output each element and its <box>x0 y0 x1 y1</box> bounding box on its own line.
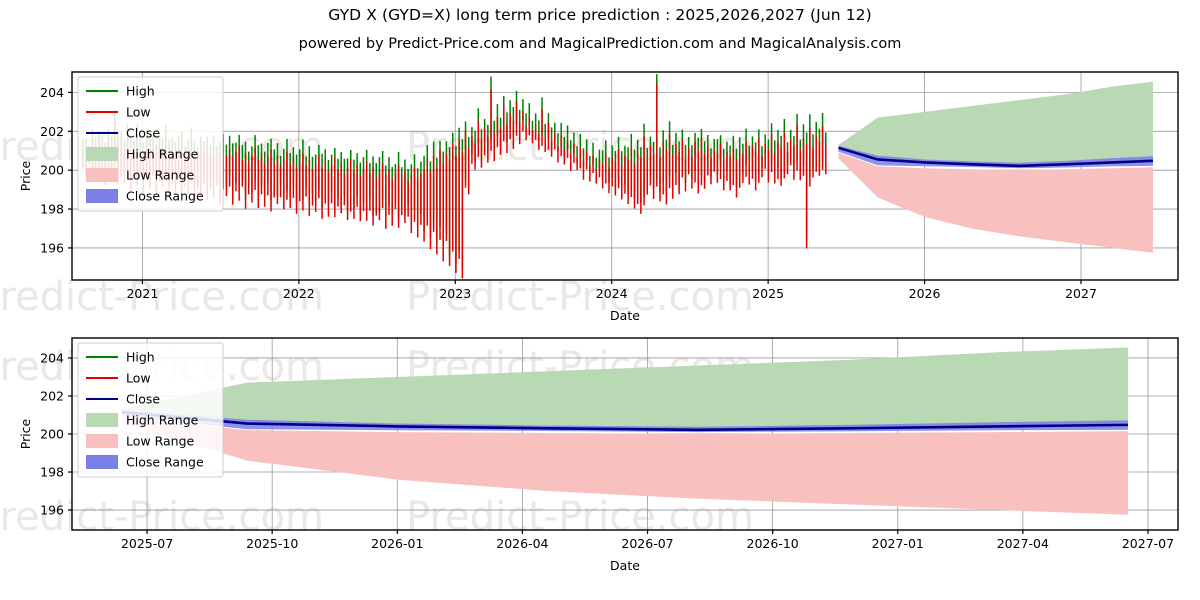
page-subtitle: powered by Predict-Price.com and Magical… <box>298 36 902 52</box>
y-tick-label: 202 <box>40 388 64 403</box>
legend-item-label: Close Range <box>126 189 204 204</box>
page-title: GYD X (GYD=X) long term price prediction… <box>328 6 872 24</box>
low-range-band <box>838 152 1153 253</box>
title-block: GYD X (GYD=X) long term price prediction… <box>0 0 1200 58</box>
x-tick-label: 2026-04 <box>496 536 548 551</box>
y-tick-label: 204 <box>40 350 64 365</box>
x-tick-label: 2027-04 <box>997 536 1049 551</box>
watermark-text: Predict-Price.com <box>406 274 754 320</box>
data-layer <box>121 347 1128 515</box>
y-axis-label: Price <box>18 160 33 191</box>
x-tick-label: 2026-01 <box>371 536 423 551</box>
close-series-line <box>838 146 1154 168</box>
data-layer <box>83 74 1154 278</box>
x-tick-label: 2027 <box>1065 286 1097 301</box>
watermark-text: Predict-Price.com <box>0 494 324 540</box>
legend-patch-swatch <box>86 434 118 448</box>
x-tick-label: 2024 <box>596 286 628 301</box>
x-axis-label: Date <box>610 558 640 573</box>
x-tick-label: 2025 <box>752 286 784 301</box>
legend-patch-swatch <box>86 147 118 161</box>
x-tick-label: 2023 <box>439 286 471 301</box>
y-tick-label: 198 <box>40 465 64 480</box>
legend-item-label: Low <box>126 105 151 120</box>
legend-patch-swatch <box>86 168 118 182</box>
legend-item-label: Close Range <box>126 455 204 470</box>
x-tick-label: 2027-07 <box>1122 536 1174 551</box>
chart-legend: High Low Close High Range Low Range Close Ran… <box>77 342 224 478</box>
x-tick-label: 2026-10 <box>747 536 799 551</box>
legend-item-label: High <box>126 84 155 99</box>
legend-patch-swatch <box>86 189 118 203</box>
y-tick-label: 204 <box>40 85 64 100</box>
watermark-text: Predict-Price.com <box>0 274 324 320</box>
watermark-text: Predict-Price.com <box>406 494 754 540</box>
legend-item-label: Low Range <box>126 434 195 449</box>
legend-item-label: High <box>126 350 155 365</box>
legend-item-label: High Range <box>126 147 199 162</box>
x-tick-label: 2027-01 <box>872 536 924 551</box>
x-tick-label: 2021 <box>126 286 158 301</box>
legend-item-label: Close <box>126 392 160 407</box>
axes-frame: 196 198 200 202 204 2021 2022 2023 2024 2025 2026 2… <box>18 71 1179 323</box>
y-axis-label: Price <box>18 418 33 449</box>
close-series-line <box>121 410 1128 432</box>
y-tick-label: 202 <box>40 124 64 139</box>
y-tick-label: 200 <box>40 163 64 178</box>
high-range-band <box>122 347 1128 431</box>
x-tick-label: 2025-10 <box>246 536 298 551</box>
y-tick-label: 200 <box>40 427 64 442</box>
y-tick-label: 196 <box>40 240 64 255</box>
x-tick-label: 2026-07 <box>621 536 673 551</box>
x-tick-label: 2022 <box>283 286 315 301</box>
legend-patch-swatch <box>86 455 118 469</box>
y-tick-label: 196 <box>40 503 64 518</box>
legend-item-label: Close <box>126 126 160 141</box>
x-tick-label: 2026 <box>909 286 941 301</box>
x-axis-label: Date <box>610 308 640 323</box>
high-range-band <box>838 81 1153 167</box>
y-tick-label: 198 <box>40 202 64 217</box>
axes-frame: 196 198 200 202 204 2025-07 2025-10 2026-01 2026… <box>18 337 1179 573</box>
chart-legend: High Low Close High Range Low Range Close Ran… <box>77 76 224 212</box>
plot-border <box>71 71 1179 281</box>
legend-item-label: High Range <box>126 413 199 428</box>
legend-item-label: Low <box>126 371 151 386</box>
legend-item-label: Low Range <box>126 168 195 183</box>
legend-patch-swatch <box>86 413 118 427</box>
x-tick-label: 2025-07 <box>121 536 173 551</box>
low-range-band <box>122 416 1128 515</box>
